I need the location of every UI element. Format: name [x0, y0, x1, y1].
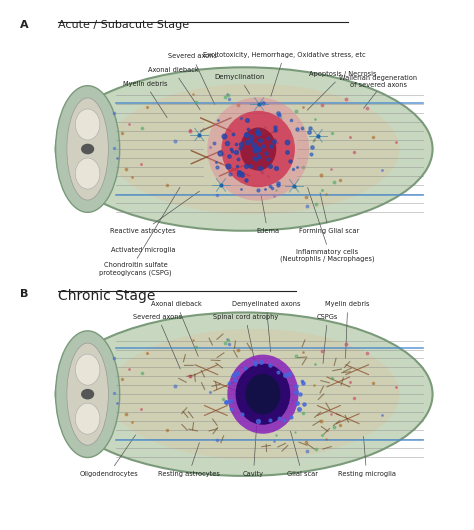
Text: Demyclination: Demyclination [214, 74, 264, 94]
Text: Glial scar: Glial scar [286, 431, 318, 477]
Text: CSPGs: CSPGs [317, 314, 338, 364]
Ellipse shape [75, 109, 100, 140]
Ellipse shape [75, 158, 100, 189]
Text: Axonal dieback: Axonal dieback [151, 301, 202, 356]
Ellipse shape [75, 403, 100, 434]
Text: Edema: Edema [256, 195, 279, 234]
Ellipse shape [75, 354, 100, 385]
Text: Demyelinated axons: Demyelinated axons [232, 301, 301, 352]
Text: Myelin debris: Myelin debris [326, 301, 370, 358]
Ellipse shape [55, 331, 119, 457]
Text: Apoptosis / Necrosis: Apoptosis / Necrosis [307, 71, 377, 110]
Text: Forming Glial scar: Forming Glial scar [299, 193, 359, 234]
Text: Reactive astrocytes: Reactive astrocytes [110, 191, 200, 234]
Text: Severed axons: Severed axons [133, 314, 182, 369]
Ellipse shape [221, 111, 295, 187]
Text: Resting astrocytes: Resting astrocytes [158, 443, 220, 477]
Text: Myelin debris: Myelin debris [123, 81, 167, 118]
Text: Inflammatory cells
(Neutrophils / Macrophages): Inflammatory cells (Neutrophils / Macrop… [280, 249, 375, 262]
Ellipse shape [67, 98, 109, 200]
Ellipse shape [81, 389, 94, 400]
Text: Chondroitin sulfate
proteoglycans (CSPG): Chondroitin sulfate proteoglycans (CSPG) [100, 262, 172, 276]
Ellipse shape [55, 67, 433, 231]
Text: A: A [20, 20, 29, 30]
Text: Oligodendrocytes: Oligodendrocytes [80, 435, 138, 477]
Ellipse shape [55, 313, 433, 476]
Text: Severed axons: Severed axons [168, 54, 217, 104]
Text: Resting microglia: Resting microglia [337, 437, 396, 477]
Text: B: B [20, 289, 28, 299]
Text: Spinal cord atrophy: Spinal cord atrophy [213, 314, 278, 369]
Text: Chronic Stage: Chronic Stage [58, 289, 155, 303]
Ellipse shape [108, 329, 400, 460]
Ellipse shape [240, 127, 276, 171]
Text: Acute / Subacute Stage: Acute / Subacute Stage [58, 20, 189, 30]
Ellipse shape [246, 374, 281, 414]
Ellipse shape [55, 86, 119, 213]
Ellipse shape [67, 343, 109, 445]
Text: Cavity: Cavity [243, 425, 264, 477]
Ellipse shape [228, 355, 299, 434]
Text: Wallerian degeneration
of severed axons: Wallerian degeneration of severed axons [339, 75, 418, 88]
Text: Axonal dieback: Axonal dieback [148, 67, 200, 110]
Ellipse shape [207, 98, 309, 201]
Ellipse shape [236, 364, 290, 425]
Text: Activated microglia: Activated microglia [110, 247, 175, 253]
Text: Excitotoxicity, Hemorrhage, Oxidative stress, etc: Excitotoxicity, Hemorrhage, Oxidative st… [203, 52, 365, 96]
Ellipse shape [108, 84, 400, 215]
Ellipse shape [81, 144, 94, 154]
